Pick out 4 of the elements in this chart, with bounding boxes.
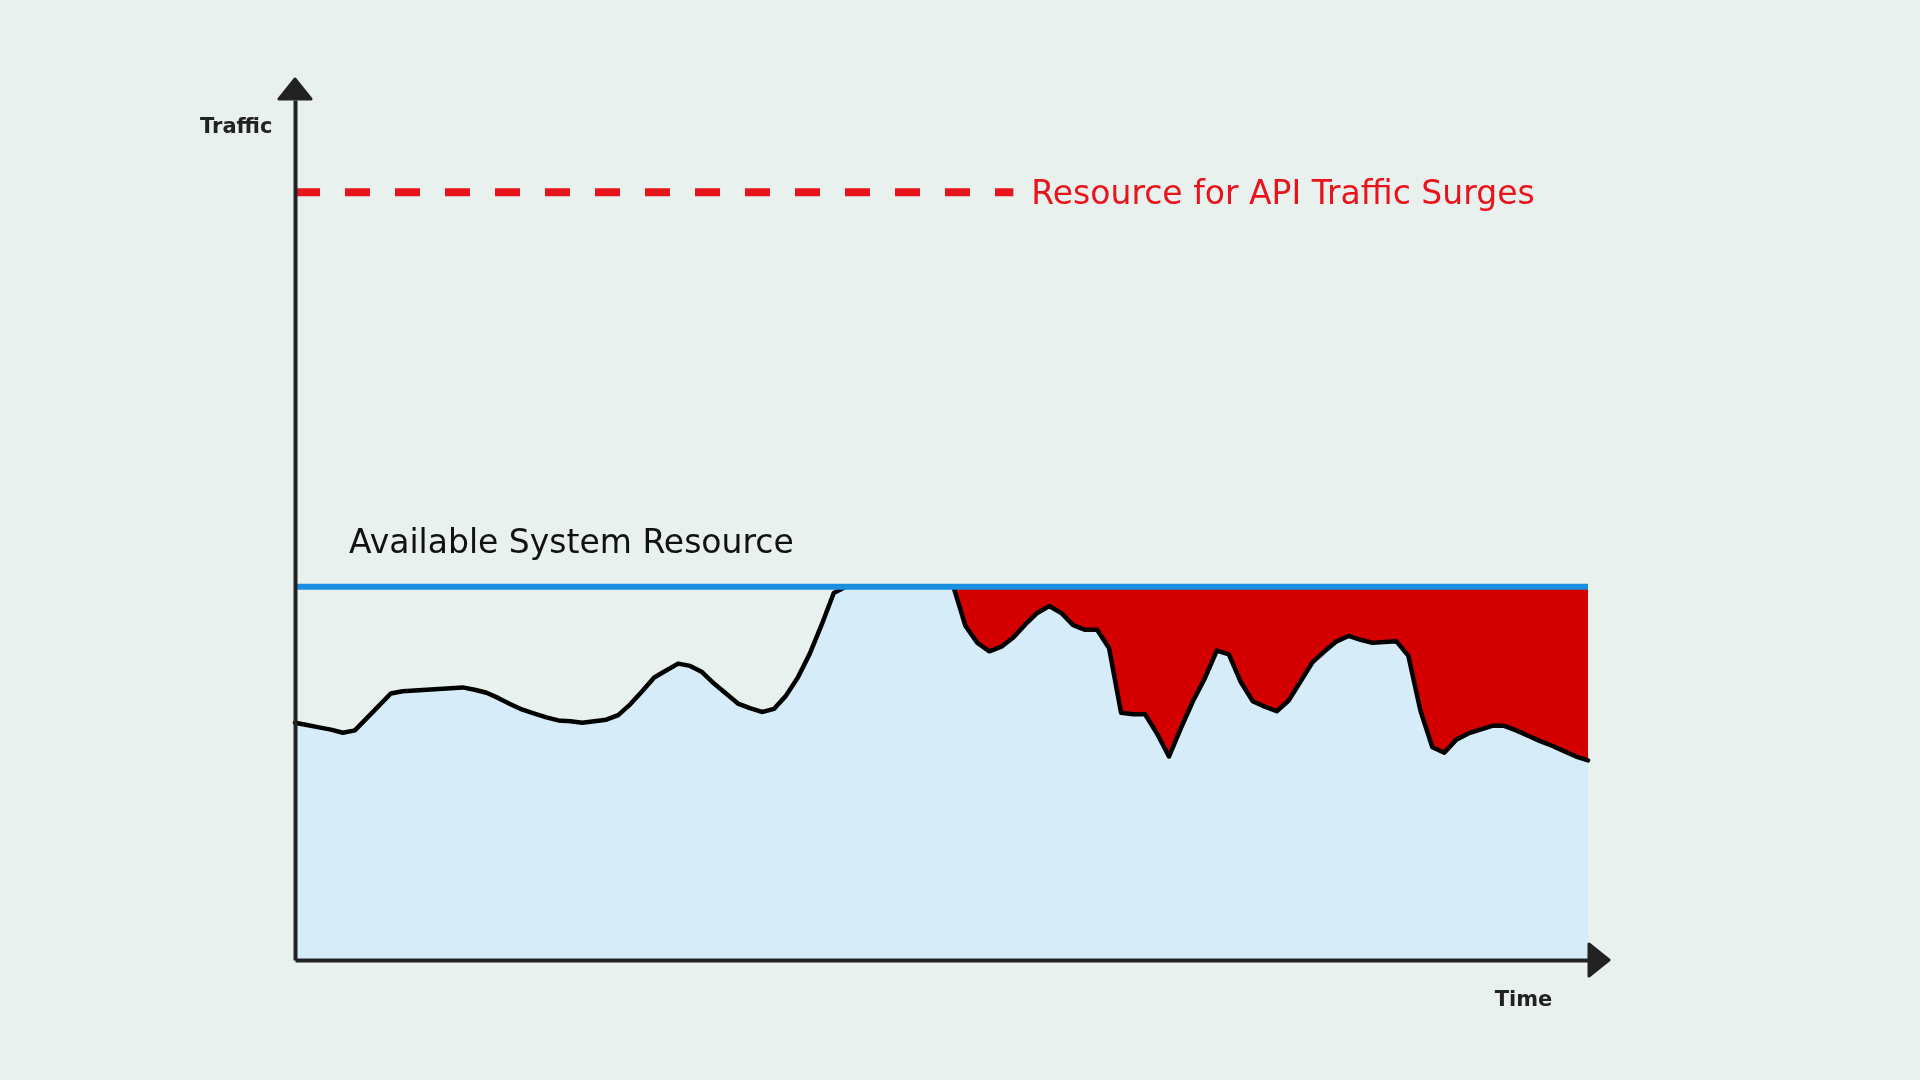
ref-line-label: Available System Resource: [349, 521, 794, 561]
x-axis-title: Time: [1494, 986, 1553, 1011]
series-label: Resource for API Traffic Surges: [1031, 173, 1535, 213]
y-axis-title: Traffic: [200, 113, 273, 138]
